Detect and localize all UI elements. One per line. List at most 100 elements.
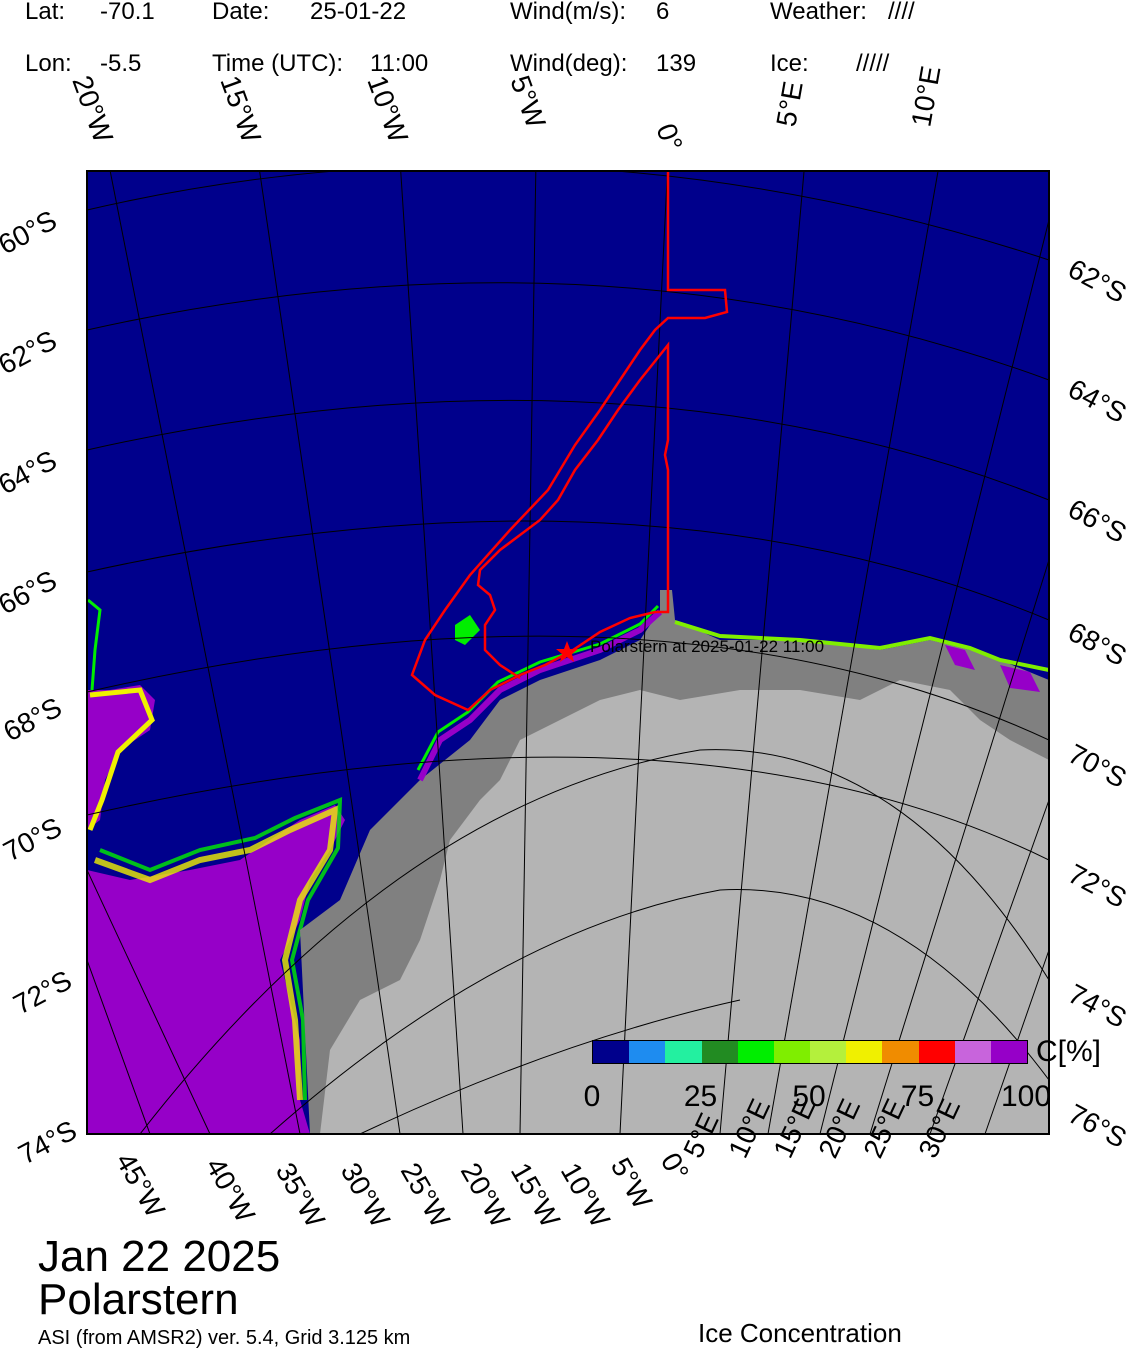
- wind-speed-value: 6: [656, 0, 670, 25]
- colorbar-swatch: [701, 1041, 738, 1063]
- colorbar-tick: 0: [583, 1080, 601, 1113]
- colorbar-swatch: [846, 1041, 883, 1063]
- sea-ice-map: Polarstern at 2025-01-22 11:00 20°W 15°W 1…: [0, 64, 1132, 1231]
- ice-value: /////: [856, 50, 890, 77]
- colorbar: [592, 1040, 1028, 1064]
- lat-value: -70.1: [100, 0, 155, 25]
- graticule-label: 74°S: [1063, 978, 1131, 1034]
- meridian-line: [259, 171, 401, 1134]
- graticule-label: 64°S: [1063, 373, 1131, 429]
- colorbar-swatch: [990, 1041, 1028, 1063]
- graticule-label: 76°S: [1063, 1098, 1131, 1154]
- coastal-ice-east: [674, 620, 1049, 672]
- sea-ice-weddell-margin: [93, 805, 339, 1101]
- wind-speed-label: Wind(m/s):: [510, 0, 626, 25]
- parallel-line: [359, 999, 741, 1134]
- colorbar-swatch: [954, 1041, 991, 1063]
- graticule-label: 68°S: [0, 691, 67, 747]
- colorbar-label: Ice Concentration: [698, 1318, 902, 1348]
- map-date-title: Jan 22 2025: [38, 1232, 281, 1281]
- parallel-line: [87, 756, 1049, 861]
- colorbar-swatch: [773, 1041, 811, 1063]
- parallel-line: [139, 749, 1049, 1134]
- ship-track: [410, 171, 729, 712]
- lon-label: Lon:: [25, 50, 72, 77]
- graticule-label: 64°S: [0, 444, 62, 500]
- parallel-line: [87, 635, 1049, 741]
- meridian-line: [519, 171, 537, 1134]
- meridian-line: [109, 171, 301, 1134]
- graticule-label: 10°W: [361, 71, 414, 147]
- weather-value: ////: [888, 0, 915, 25]
- colorbar-tick: 100: [1000, 1080, 1052, 1113]
- coastal-ice-fringe: [417, 609, 663, 782]
- parallel-line: [87, 399, 1049, 501]
- ice-label: Ice:: [770, 50, 809, 77]
- graticule-label: 72°S: [1063, 858, 1131, 914]
- meridian-line: [400, 171, 464, 1134]
- parallel-line: [87, 520, 1049, 621]
- graticule-label: 10°E: [905, 64, 946, 129]
- colorbar-tick: 25: [683, 1080, 718, 1113]
- graticule-label: 45°W: [110, 1148, 172, 1224]
- graticule-label: 72°S: [8, 964, 76, 1020]
- lat-label: Lat:: [25, 0, 66, 25]
- graticule-label: 5°W: [605, 1153, 659, 1215]
- sea-ice-west-edge-green: [87, 598, 102, 691]
- lon-value: -5.5: [100, 50, 142, 77]
- graticule-label: 15°W: [214, 71, 267, 147]
- graticule-label: 15°W: [505, 1158, 567, 1231]
- meridian-line: [619, 171, 668, 1134]
- graticule-label: 60°S: [0, 204, 62, 260]
- ship-marker-label: Polarstern at 2025-01-22 11:00: [590, 637, 824, 656]
- graticule-label: 70°S: [0, 811, 67, 867]
- weather-label: Weather:: [770, 0, 867, 25]
- meridian-line: [869, 559, 1049, 1134]
- graticule-label: 68°S: [1063, 616, 1131, 672]
- colorbar-swatch: [593, 1041, 630, 1063]
- meridian-line: [87, 869, 211, 1134]
- parallel-line: [269, 889, 1049, 1134]
- graticule-label: 35°W: [270, 1158, 332, 1231]
- parallels: [87, 171, 1049, 1134]
- meridian-line: [719, 171, 805, 1134]
- sea-ice-weddell: [87, 805, 345, 1134]
- graticule-label: 62°S: [1063, 253, 1131, 309]
- graticule-label: 30°W: [335, 1158, 397, 1231]
- time-label: Time (UTC):: [212, 50, 344, 77]
- wind-dir-label: Wind(deg):: [510, 50, 628, 77]
- graticule-label: 0°: [650, 119, 688, 155]
- coastal-ice-east-purple: [945, 645, 1040, 692]
- meridians: [87, 171, 1049, 1134]
- wind-dir-value: 139: [656, 50, 697, 77]
- data-source-note: ASI (from AMSR2) ver. 5.4, Grid 3.125 km: [38, 1327, 411, 1349]
- coastal-ice-fringe-green: [416, 604, 660, 771]
- meridian-line: [929, 799, 1049, 1134]
- colorbar-swatch: [918, 1041, 955, 1063]
- vessel-title: Polarstern: [38, 1275, 239, 1324]
- graticule-label: 25°W: [395, 1158, 457, 1231]
- graticule-label: 66°S: [1063, 493, 1131, 549]
- parallel-line: [87, 171, 1049, 261]
- top-longitude-labels: 20°W 15°W 10°W 5°W 0° 5°E 10°E: [66, 64, 946, 156]
- colorbar-swatch: [882, 1041, 919, 1063]
- colorbar-swatch: [810, 1041, 847, 1063]
- left-latitude-labels: 60°S 62°S 64°S 66°S 68°S 70°S 72°S 74°S: [0, 204, 82, 1170]
- sea-ice-west-edge-margin: [87, 687, 155, 831]
- graticule-label: 5°W: [504, 71, 552, 132]
- graticule-label: 62°S: [0, 324, 62, 380]
- colorbar-unit: C[%]: [1036, 1035, 1102, 1068]
- colorbar-tick: 50: [792, 1080, 826, 1113]
- colorbar-swatch: [629, 1041, 666, 1063]
- ship-position-star: [556, 641, 578, 662]
- meridian-line: [767, 171, 939, 1134]
- graticule-label: 5°E: [770, 79, 808, 129]
- graticule-label: 70°S: [1063, 738, 1131, 794]
- sea-ice-west-edge: [87, 685, 155, 830]
- graticule-label: 20°W: [455, 1158, 517, 1231]
- graticule-label: 74°S: [13, 1114, 81, 1170]
- graticule-label: 66°S: [0, 564, 62, 620]
- ice-patch: [455, 615, 480, 645]
- meridian-line: [87, 959, 151, 1134]
- date-label: Date:: [212, 0, 270, 25]
